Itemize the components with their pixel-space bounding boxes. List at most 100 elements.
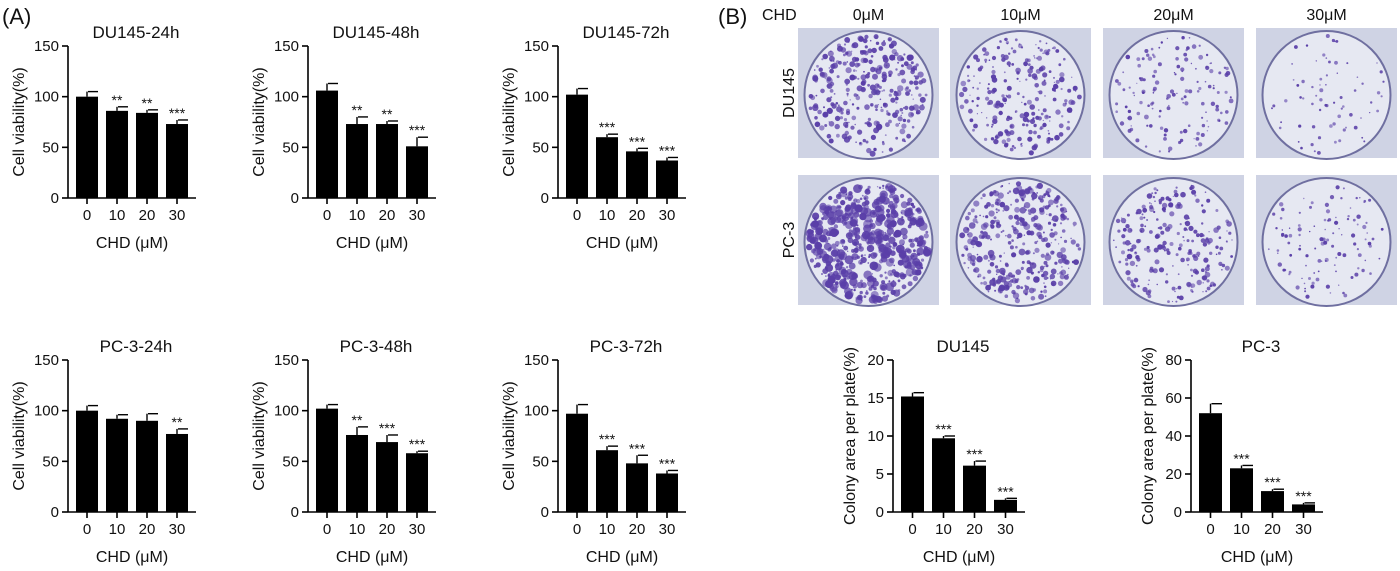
colony <box>811 221 816 226</box>
colony <box>855 95 861 101</box>
colony <box>988 59 991 61</box>
colony <box>1054 261 1058 265</box>
colony <box>867 122 872 128</box>
colony <box>1033 130 1037 135</box>
colony <box>862 138 866 143</box>
colony <box>884 283 886 285</box>
colony <box>1337 114 1341 119</box>
colony <box>1181 70 1184 73</box>
colony <box>1043 276 1048 280</box>
colony <box>1309 230 1311 233</box>
colony <box>1147 104 1150 107</box>
colony <box>1153 187 1157 191</box>
colony <box>895 68 898 71</box>
x-axis-label: CHD (μM) <box>586 235 658 252</box>
colony <box>814 257 817 260</box>
colony <box>842 245 844 247</box>
colony <box>964 99 969 104</box>
colony <box>1171 92 1176 97</box>
colony <box>858 259 864 265</box>
colony <box>991 125 993 128</box>
colony <box>1321 237 1326 242</box>
colony <box>990 204 995 208</box>
colony <box>1158 198 1163 203</box>
colony <box>1174 192 1179 198</box>
colony <box>856 94 859 96</box>
colony <box>1219 246 1224 251</box>
colony <box>1003 71 1006 74</box>
chart-title: PC-3-72h <box>590 337 663 356</box>
colony <box>972 86 975 89</box>
significance-label: ** <box>382 106 393 122</box>
bar <box>566 94 588 198</box>
colony <box>870 134 877 140</box>
colony <box>1146 219 1149 221</box>
y-tick-label: 50 <box>532 453 549 470</box>
colony <box>973 75 975 77</box>
y-tick-label: 100 <box>274 403 299 420</box>
colony <box>860 282 867 289</box>
colony <box>815 262 821 268</box>
colony <box>1061 115 1064 118</box>
colony <box>1048 213 1052 217</box>
colony <box>1042 108 1047 113</box>
colony <box>1014 111 1017 113</box>
colony <box>996 221 1000 226</box>
colony <box>860 74 867 81</box>
colony <box>1356 248 1359 251</box>
x-axis-label: CHD (μM) <box>96 235 168 252</box>
colony <box>1216 225 1221 230</box>
bar <box>106 418 128 512</box>
colony <box>864 34 869 40</box>
colony <box>1162 222 1167 228</box>
colony <box>1334 220 1339 225</box>
colony <box>1027 136 1033 142</box>
colony <box>863 70 865 73</box>
colony <box>903 107 905 109</box>
colony <box>901 284 907 290</box>
x-tick-label: 0 <box>573 521 581 538</box>
colony <box>1070 237 1072 240</box>
colony <box>998 110 1003 116</box>
colony <box>908 111 914 118</box>
colony <box>1146 245 1150 250</box>
colony <box>920 258 925 262</box>
colony <box>1115 79 1119 83</box>
colony <box>976 104 979 107</box>
colony <box>997 192 1004 199</box>
colony <box>983 254 989 260</box>
colony <box>887 37 892 42</box>
chd-label: CHD <box>762 7 797 24</box>
colony <box>1165 248 1170 252</box>
colony <box>1037 134 1041 139</box>
colony <box>977 275 980 278</box>
colony <box>1038 293 1045 300</box>
colony <box>983 281 988 286</box>
colony <box>848 271 857 281</box>
colony <box>1007 192 1010 195</box>
colony <box>1074 90 1077 92</box>
colony <box>1040 125 1044 130</box>
colony <box>1187 251 1191 255</box>
colony <box>917 215 924 222</box>
colony <box>830 249 839 257</box>
colony <box>817 109 822 115</box>
colony <box>867 262 870 264</box>
colony <box>819 72 826 78</box>
colony <box>914 75 920 80</box>
colony <box>988 99 994 105</box>
colony <box>885 202 888 205</box>
colony <box>1339 96 1343 99</box>
colony-plate <box>1103 28 1244 160</box>
colony <box>1206 279 1210 283</box>
colony <box>1175 57 1179 61</box>
colony <box>885 282 895 292</box>
colony <box>1345 126 1347 129</box>
colony <box>1289 253 1293 257</box>
colony <box>1291 63 1293 65</box>
colony <box>1357 267 1360 270</box>
colony <box>913 80 919 86</box>
colony <box>916 244 919 247</box>
panel-a-label: (A) <box>2 4 31 29</box>
colony <box>984 58 988 62</box>
